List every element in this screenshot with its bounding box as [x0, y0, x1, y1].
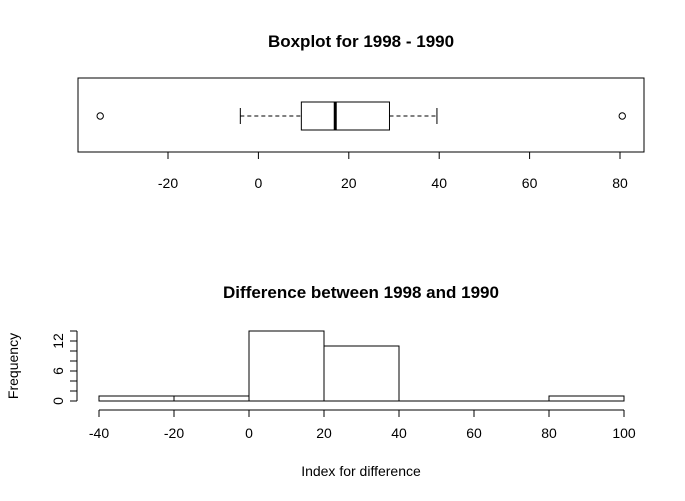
histogram-x-label: Index for difference: [301, 463, 421, 479]
x-tick-label: 0: [255, 175, 263, 191]
outlier-point: [618, 112, 626, 120]
y-tick-label: 0: [50, 397, 66, 405]
y-tick-label: 6: [50, 367, 66, 375]
boxplot-title: Boxplot for 1998 - 1990: [268, 32, 454, 51]
y-tick-label: 12: [50, 333, 66, 349]
x-tick-label: 80: [541, 425, 557, 441]
x-tick-label: 40: [431, 175, 447, 191]
x-tick-label: 40: [391, 425, 407, 441]
x-tick-label: 80: [612, 175, 628, 191]
x-tick-label: -20: [158, 175, 178, 191]
x-tick-label: 20: [316, 425, 332, 441]
histogram-bar: [323, 345, 400, 402]
box-iqr: [300, 101, 390, 131]
histogram-y-label: Frequency: [5, 333, 21, 399]
boxplot-x-axis: -20 0 20 40 60 80: [158, 151, 628, 191]
histogram-bar: [248, 330, 325, 402]
histogram-title: Difference between 1998 and 1990: [223, 283, 499, 302]
histogram-bar: [548, 395, 625, 402]
outlier-point: [96, 112, 104, 120]
x-tick-label: -40: [89, 425, 109, 441]
histogram-y-axis: 0 6 12: [50, 330, 78, 405]
x-tick-label: 20: [341, 175, 357, 191]
x-tick-label: 60: [466, 425, 482, 441]
x-tick-label: 0: [245, 425, 253, 441]
histogram-x-axis: -40 -20 0 20 40 60 80 100: [89, 409, 636, 441]
x-tick-label: -20: [164, 425, 184, 441]
histogram-bar: [98, 395, 175, 402]
x-tick-label: 100: [612, 425, 636, 441]
boxplot-plot-area: [96, 101, 626, 131]
histogram-bar: [173, 395, 250, 402]
x-tick-label: 60: [522, 175, 538, 191]
histogram-plot-area: [98, 330, 625, 402]
